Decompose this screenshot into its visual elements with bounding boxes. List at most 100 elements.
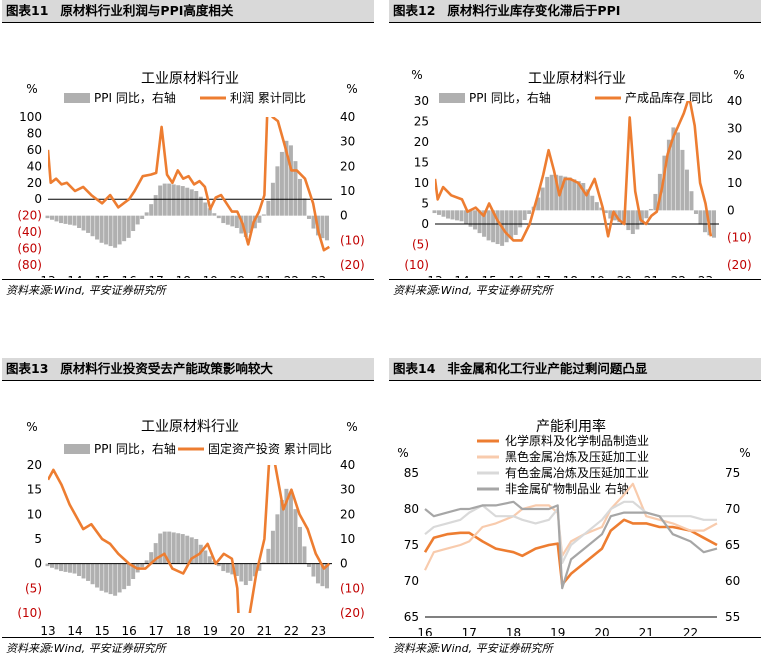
figure-13: 图表13 原材料行业投资受去产能政策影响较大 工业原材料行业%% PPI 同比，右轴…	[2, 358, 374, 655]
x-tick-label: 15	[94, 274, 109, 278]
ppi-bar	[576, 181, 581, 211]
x-tick-label: 17	[149, 274, 164, 278]
figure-header: 图表12 原材料行业库存变化滞后于PPI	[389, 0, 761, 23]
right-tick-label: 0	[340, 557, 348, 571]
ppi-bar	[104, 563, 109, 593]
x-tick-label: 15	[94, 624, 109, 636]
ppi-bar	[63, 563, 68, 572]
ppi-bar	[698, 210, 703, 225]
ppi-bar	[302, 198, 307, 216]
ppi-bar	[140, 563, 145, 567]
ppi-bar	[486, 210, 491, 241]
x-tick-label: 18	[563, 274, 578, 278]
left-tick-label: 80	[27, 126, 42, 140]
right-tick-label: (20)	[727, 258, 752, 272]
ppi-bar	[554, 174, 559, 211]
ppi-bar	[545, 176, 550, 211]
left-tick-label: 20	[27, 176, 42, 190]
series-line	[48, 465, 331, 613]
ppi-bar	[248, 563, 253, 581]
ppi-bar	[198, 196, 203, 216]
source-note: 资料来源:Wind, 平安证券研究所	[2, 637, 374, 656]
ppi-bar	[225, 215, 230, 225]
ppi-bar	[81, 563, 86, 579]
ppi-bar	[104, 215, 109, 245]
left-tick-label: 80	[404, 502, 419, 516]
right-axis-unit: %	[346, 82, 357, 96]
x-tick-label: 21	[644, 274, 659, 278]
ppi-bar	[176, 185, 181, 216]
ppi-bar	[216, 215, 221, 219]
right-tick-label: 30	[727, 121, 742, 135]
left-tick-label: 20	[27, 458, 42, 472]
ppi-bar	[585, 189, 590, 211]
right-tick-label: 20	[340, 159, 355, 173]
x-tick-label: 19	[550, 626, 565, 636]
ppi-bar	[140, 215, 145, 219]
chart-canvas: 产能利用率% % 化学原料及化学制品制造业黑色金属冶炼及压延加工业有色金属冶炼及压延…	[397, 418, 750, 640]
ppi-bar	[90, 563, 95, 585]
ppi-bar	[513, 210, 518, 235]
ppi-bar	[126, 215, 131, 238]
ppi-bar	[257, 215, 262, 223]
ppi-bar	[639, 210, 644, 225]
ppi-bar	[653, 193, 658, 211]
figure-14: 图表14 非金属和化工行业产能过剩问题凸显 产能利用率%% 化学原料及化学制品制造业…	[389, 358, 761, 655]
figure-title: 非金属和化工行业产能过剩问题凸显	[447, 361, 648, 376]
ppi-bar	[203, 202, 208, 216]
right-tick-label: 0	[340, 209, 348, 223]
ppi-bar	[131, 563, 136, 580]
x-tick-label: 20	[594, 626, 609, 636]
series-line	[423, 518, 718, 586]
legend-label: PPI 同比，右轴	[94, 441, 176, 456]
ppi-bar	[117, 563, 122, 593]
left-tick-label: 30	[414, 94, 429, 108]
chart-title: 工业原材料行业	[141, 419, 239, 435]
x-tick-label: 14	[67, 274, 82, 278]
chart-title: 工业原材料行业	[528, 71, 626, 87]
ppi-bar	[608, 210, 613, 219]
ppi-bar	[626, 210, 631, 231]
x-tick-label: 16	[509, 274, 524, 278]
x-tick-label: 22	[671, 274, 686, 278]
legend-swatch-bar	[64, 93, 90, 103]
ppi-bar	[149, 552, 154, 564]
x-tick-label: 17	[149, 624, 164, 636]
ppi-bar	[176, 533, 181, 564]
figure-number: 图表11	[6, 3, 49, 18]
x-tick-label: 13	[427, 274, 442, 278]
ppi-bar	[675, 132, 680, 211]
x-tick-label: 14	[454, 274, 469, 278]
legend-label: 有色金属冶炼及压延加工业	[505, 465, 649, 480]
x-tick-label: 13	[40, 274, 55, 278]
left-tick-label: 10	[27, 507, 42, 521]
ppi-bar	[158, 533, 163, 564]
figure-header: 图表14 非金属和化工行业产能过剩问题凸显	[389, 358, 761, 381]
ppi-bar	[63, 215, 68, 224]
ppi-bar	[567, 177, 572, 211]
x-tick-label: 20	[230, 274, 245, 278]
left-axis-unit: %	[26, 420, 37, 434]
ppi-bar	[194, 539, 199, 564]
figure-number: 图表14	[393, 361, 436, 376]
ppi-bar	[477, 210, 482, 234]
ppi-bar	[684, 169, 689, 211]
ppi-bar	[693, 210, 698, 214]
ppi-bar	[504, 210, 509, 243]
ppi-bar	[648, 208, 653, 211]
ppi-bar	[144, 560, 149, 564]
ppi-bar	[549, 174, 554, 211]
legend-label: 化学原料及化学制品制造业	[505, 433, 649, 448]
ppi-bar	[527, 210, 532, 214]
ppi-bar	[185, 535, 190, 564]
ppi-bar	[131, 215, 136, 232]
ppi-bar	[212, 213, 217, 216]
ppi-bar	[540, 187, 545, 211]
x-tick-label: 20	[230, 624, 245, 636]
figure-header: 图表13 原材料行业投资受去产能政策影响较大	[2, 358, 374, 381]
ppi-bar	[702, 210, 707, 233]
ppi-bar	[536, 197, 541, 211]
legend-swatch-bar	[439, 93, 465, 103]
ppi-bar	[68, 563, 73, 573]
ppi-bar	[266, 200, 271, 216]
